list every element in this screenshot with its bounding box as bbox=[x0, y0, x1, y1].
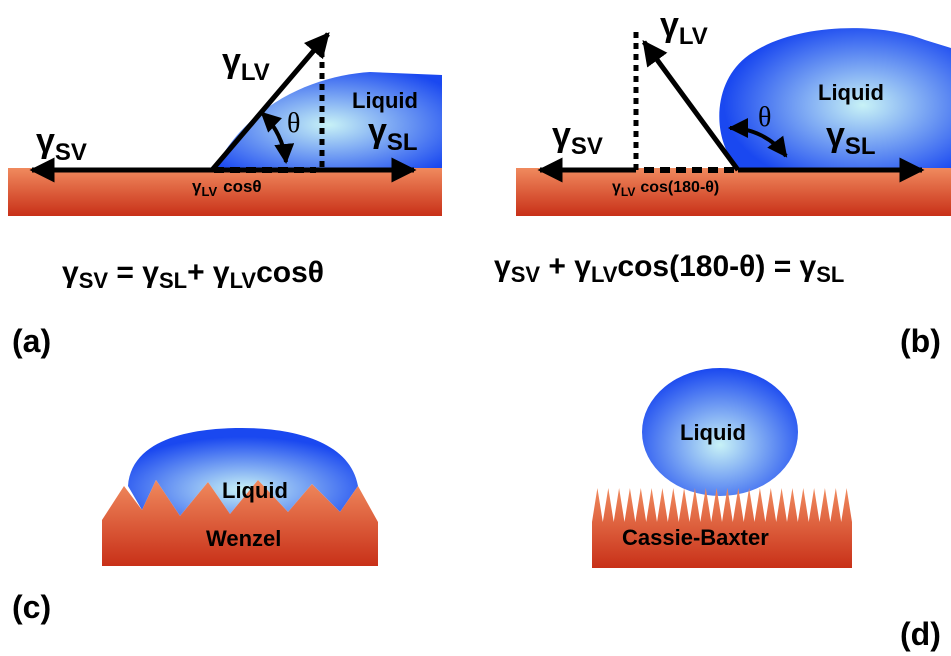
substrate bbox=[516, 168, 951, 216]
gamma-symbol: γ bbox=[222, 42, 241, 80]
gamma-subscript: LV bbox=[241, 59, 270, 86]
gamma-symbol: γ bbox=[826, 116, 845, 154]
cos-theta-label: γLV cos(180-θ) bbox=[612, 179, 719, 199]
substrate bbox=[8, 168, 442, 216]
gamma-sv-label: γSV bbox=[36, 122, 87, 166]
panel-label-d: (d) bbox=[900, 616, 941, 652]
gamma-symbol: γ bbox=[368, 112, 387, 150]
gamma-lv-arrow bbox=[210, 32, 330, 172]
young-equation-a: γSV = γSL+ γLVcosθ bbox=[62, 256, 324, 293]
panel-label-b: (b) bbox=[900, 323, 941, 359]
eq-text: + bbox=[540, 250, 574, 283]
panel-b: Liquid θ γSV γLV γSL γLV cos(180-θ) γSV +… bbox=[494, 6, 951, 359]
cos-text: cosθ bbox=[223, 177, 261, 196]
gamma-symbol: γ bbox=[660, 6, 679, 44]
gamma-lv-label: γLV bbox=[222, 42, 270, 86]
liquid-drop bbox=[128, 428, 358, 516]
liquid-label: Liquid bbox=[222, 478, 288, 503]
gamma-symbol: γ bbox=[192, 177, 202, 196]
gamma-subscript: LV bbox=[679, 23, 708, 50]
theta-label: θ bbox=[287, 108, 300, 139]
gamma-lv-label: γLV bbox=[660, 6, 708, 50]
gamma-symbol: γ bbox=[36, 122, 55, 160]
gamma-sl-label: γSL bbox=[368, 112, 418, 156]
substrate bbox=[102, 480, 378, 566]
substrate-label: Cassie-Baxter bbox=[622, 525, 769, 550]
substrate bbox=[592, 488, 852, 568]
gamma-subscript: SV bbox=[571, 133, 603, 160]
panel-label-a: (a) bbox=[12, 323, 51, 359]
panel-label-c: (c) bbox=[12, 589, 51, 625]
panel-c: Liquid Wenzel (c) bbox=[12, 428, 378, 625]
gamma-subscript: SV bbox=[55, 139, 87, 166]
eq-subscript: LV bbox=[591, 262, 618, 287]
cos-text: cos(180-θ) bbox=[640, 179, 719, 196]
eq-gamma: γ bbox=[574, 250, 591, 283]
eq-gamma: γ bbox=[142, 256, 159, 289]
eq-gamma: γ bbox=[800, 250, 817, 283]
eq-text: cosθ bbox=[256, 256, 324, 289]
liquid-drop bbox=[642, 368, 798, 496]
substrate-label: Wenzel bbox=[206, 526, 281, 551]
eq-text: = bbox=[108, 256, 142, 289]
eq-gamma: γ bbox=[62, 256, 79, 289]
panel-d: Cassie-Baxter Liquid (d) bbox=[592, 368, 941, 652]
eq-subscript: SL bbox=[159, 268, 187, 293]
gamma-subscript: LV bbox=[621, 185, 635, 199]
eq-gamma: γ bbox=[213, 256, 230, 289]
theta-label: θ bbox=[758, 102, 771, 133]
gamma-subscript: LV bbox=[201, 184, 217, 199]
liquid-label: Liquid bbox=[352, 88, 418, 113]
eq-text: + bbox=[187, 256, 213, 289]
liquid-label: Liquid bbox=[818, 80, 884, 105]
panel-a: Liquid θ γSV γLV γSL γLV cosθ γSV = γSL+ … bbox=[8, 32, 442, 359]
young-equation-b: γSV + γLVcos(180-θ) = γSL bbox=[494, 250, 844, 287]
eq-subscript: SV bbox=[511, 262, 541, 287]
contact-angle-arc bbox=[728, 118, 788, 158]
gamma-sv-label: γSV bbox=[552, 116, 603, 160]
cos-theta-label: γLV cosθ bbox=[192, 177, 262, 199]
contact-angle-arc bbox=[260, 111, 295, 164]
eq-gamma: γ bbox=[494, 250, 511, 283]
eq-text: cos(180-θ) = bbox=[617, 250, 799, 283]
gamma-sl-label: γSL bbox=[826, 116, 876, 160]
gamma-lv-arrow bbox=[641, 39, 741, 172]
eq-subscript: SV bbox=[79, 268, 109, 293]
gamma-subscript: SL bbox=[845, 133, 876, 160]
eq-subscript: LV bbox=[230, 268, 257, 293]
eq-subscript: SL bbox=[816, 262, 844, 287]
liquid-label: Liquid bbox=[680, 420, 746, 445]
gamma-subscript: SL bbox=[387, 129, 418, 156]
gamma-symbol: γ bbox=[552, 116, 571, 154]
gamma-symbol: γ bbox=[612, 179, 621, 196]
